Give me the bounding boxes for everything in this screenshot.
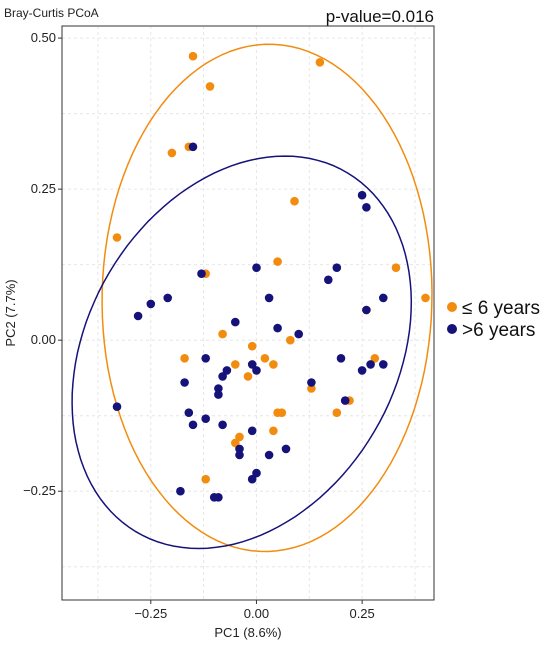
point-gt6 — [146, 299, 156, 309]
point-le6 — [231, 438, 240, 448]
point-le6 — [243, 372, 253, 381]
point-le6 — [235, 432, 244, 442]
point-le6 — [188, 51, 198, 61]
point-gt6 — [201, 414, 210, 424]
point-gt6 — [294, 329, 304, 339]
point-le6 — [260, 354, 270, 363]
point-le6 — [269, 360, 278, 369]
point-gt6 — [252, 263, 261, 273]
point-le6 — [421, 293, 430, 303]
point-gt6 — [366, 360, 375, 369]
point-le6 — [180, 354, 189, 363]
p-value-annotation: p-value=0.016 — [326, 7, 434, 26]
x-axis-label: PC1 (8.6%) — [214, 625, 281, 640]
point-gt6 — [252, 366, 261, 375]
point-le6 — [290, 196, 299, 206]
point-gt6 — [273, 323, 282, 333]
ellipse-gt6 — [71, 155, 413, 550]
y-tick-label: 0.25 — [31, 181, 56, 196]
point-le6 — [391, 263, 401, 273]
point-gt6 — [222, 366, 232, 375]
legend-marker-gt6 — [447, 324, 457, 334]
point-gt6 — [357, 366, 367, 375]
ellipse-le6 — [101, 43, 433, 553]
point-le6 — [273, 408, 282, 418]
point-gt6 — [281, 444, 291, 454]
point-gt6 — [163, 293, 172, 303]
point-gt6 — [218, 372, 227, 381]
point-gt6 — [362, 305, 371, 315]
point-gt6 — [201, 354, 210, 363]
point-gt6 — [112, 402, 122, 412]
point-gt6 — [379, 293, 388, 303]
point-gt6 — [336, 354, 346, 363]
grid-layer — [62, 26, 434, 600]
point-gt6 — [247, 474, 257, 484]
point-gt6 — [264, 450, 274, 460]
legend-label-le6: ≤ 6 years — [462, 298, 540, 319]
point-gt6 — [324, 275, 333, 285]
y-tick-label: 0.00 — [31, 332, 56, 347]
x-tick-label: 0.00 — [244, 606, 269, 621]
y-tick-label: −0.25 — [23, 483, 56, 498]
point-gt6 — [133, 311, 143, 321]
point-gt6 — [188, 142, 198, 152]
point-le6 — [167, 148, 177, 158]
point-le6 — [218, 329, 227, 339]
point-gt6 — [197, 269, 206, 279]
point-gt6 — [180, 378, 189, 387]
point-gt6 — [235, 444, 244, 454]
chart-title: Bray-Curtis PCoA — [4, 6, 99, 20]
point-le6 — [201, 474, 210, 484]
point-le6 — [370, 354, 380, 363]
point-le6 — [269, 426, 278, 436]
point-gt6 — [362, 203, 371, 212]
point-gt6 — [235, 450, 244, 460]
point-gt6 — [247, 426, 257, 436]
x-tick-label: 0.25 — [349, 606, 374, 621]
ellipse-layer — [71, 43, 433, 553]
legend-marker-le6 — [447, 302, 457, 312]
point-layer — [112, 51, 430, 502]
point-gt6 — [379, 360, 388, 369]
point-gt6 — [188, 420, 198, 430]
point-gt6 — [340, 396, 350, 405]
point-gt6 — [214, 384, 223, 393]
point-gt6 — [184, 408, 194, 418]
point-le6 — [112, 233, 122, 242]
y-axis-label: PC2 (7.7%) — [3, 279, 18, 346]
panel-border — [61, 25, 435, 601]
legend: ≤ 6 years >6 years — [447, 298, 540, 341]
point-le6 — [315, 58, 325, 67]
point-le6 — [332, 408, 342, 418]
point-le6 — [307, 384, 316, 393]
point-gt6 — [357, 190, 367, 200]
point-gt6 — [231, 317, 240, 327]
point-gt6 — [218, 420, 227, 430]
point-gt6 — [176, 486, 185, 496]
point-gt6 — [247, 360, 257, 369]
point-gt6 — [264, 293, 274, 303]
point-gt6 — [307, 378, 316, 387]
point-le6 — [273, 257, 282, 266]
point-le6 — [247, 341, 257, 351]
point-le6 — [231, 360, 240, 369]
point-gt6 — [332, 263, 342, 273]
point-gt6 — [252, 468, 261, 478]
x-tick-label: −0.25 — [134, 606, 167, 621]
y-tick-label: 0.50 — [31, 30, 56, 45]
axis-layer: −0.25 0.00 0.25 0.50 0.25 0.00 −0.25 — [23, 30, 375, 621]
point-gt6 — [214, 390, 223, 399]
legend-label-gt6: >6 years — [462, 320, 535, 341]
point-le6 — [205, 82, 215, 91]
point-gt6 — [209, 493, 219, 502]
point-le6 — [286, 335, 295, 345]
